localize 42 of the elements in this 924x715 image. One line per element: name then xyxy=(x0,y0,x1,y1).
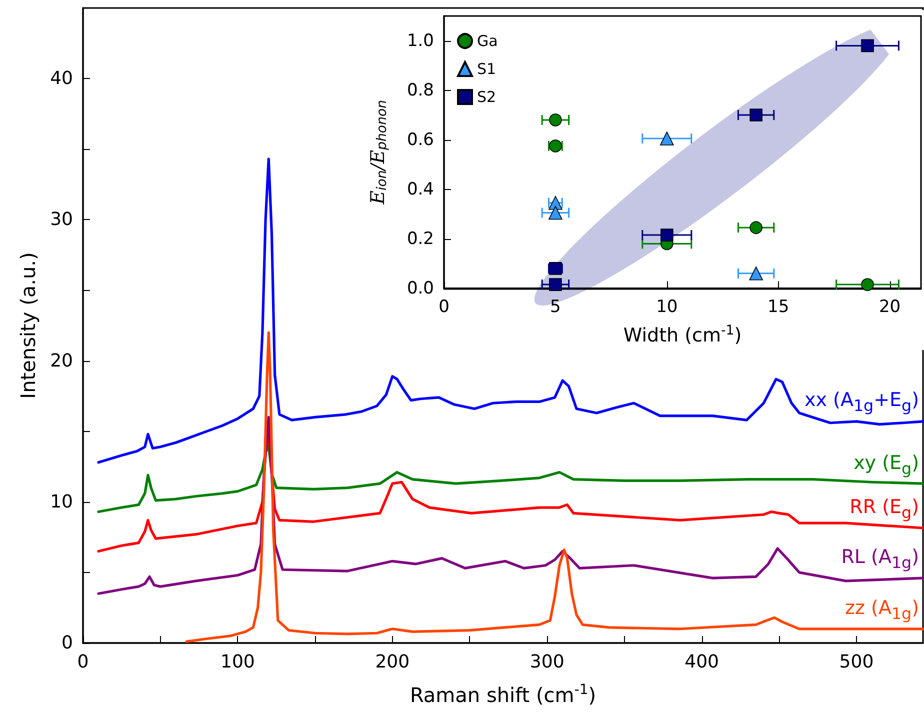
point xyxy=(861,39,874,52)
series-label: zz (A$_{1g}$) xyxy=(845,596,919,625)
y-tick-label: 0 xyxy=(62,632,73,654)
series-label: xx (A$_{1g}$+E$_{g}$) xyxy=(804,389,919,418)
y-tick-label: 1.0 xyxy=(406,30,434,51)
point xyxy=(549,278,562,291)
y-axis-title: Eion/Ephonon xyxy=(366,100,390,206)
point xyxy=(549,114,562,126)
series-label: RL (A$_{1g}$) xyxy=(841,546,919,574)
y-tick-label: 0.2 xyxy=(406,228,434,249)
point xyxy=(750,221,762,234)
y-tick-label: 0.6 xyxy=(406,130,434,150)
y-tick-label: 0.0 xyxy=(406,278,434,298)
point xyxy=(861,278,874,291)
x-tick-label: 300 xyxy=(530,652,564,672)
x-tick-label: 500 xyxy=(839,652,874,672)
series-label: RR (E$_{g}$) xyxy=(850,496,919,524)
point xyxy=(750,108,762,122)
series-label: xy (E$_{g}$) xyxy=(854,452,919,480)
x-tick-label: 20 xyxy=(878,296,901,317)
point xyxy=(660,132,674,146)
point xyxy=(660,228,674,242)
x-tick-label: 400 xyxy=(684,652,719,672)
legend-label: S1 xyxy=(477,60,496,78)
legend-label: S2 xyxy=(477,88,496,106)
x-tick-label: 100 xyxy=(220,652,255,672)
point xyxy=(749,266,763,280)
y-tick-label: 40 xyxy=(50,68,73,90)
x-tick-label: 5 xyxy=(550,296,561,317)
x-tick-label: 15 xyxy=(768,296,790,317)
y-tick-label: 30 xyxy=(50,209,73,230)
legend-label: Ga xyxy=(477,32,498,50)
y-tick-label: 20 xyxy=(50,350,73,372)
y-tick-label: 10 xyxy=(50,491,73,512)
x-tick-label: 0 xyxy=(77,652,89,672)
y-axis-title: Intensity (a.u.) xyxy=(16,252,40,399)
y-tick-label: 0.4 xyxy=(406,179,434,200)
x-tick-label: 10 xyxy=(656,296,678,317)
x-tick-label: 200 xyxy=(375,652,410,672)
point xyxy=(548,206,562,220)
y-tick-label: 0.8 xyxy=(406,80,434,100)
x-tick-label: 0 xyxy=(438,296,450,317)
